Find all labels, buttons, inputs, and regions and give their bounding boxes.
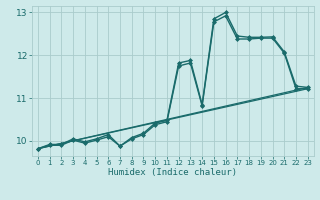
X-axis label: Humidex (Indice chaleur): Humidex (Indice chaleur): [108, 168, 237, 177]
